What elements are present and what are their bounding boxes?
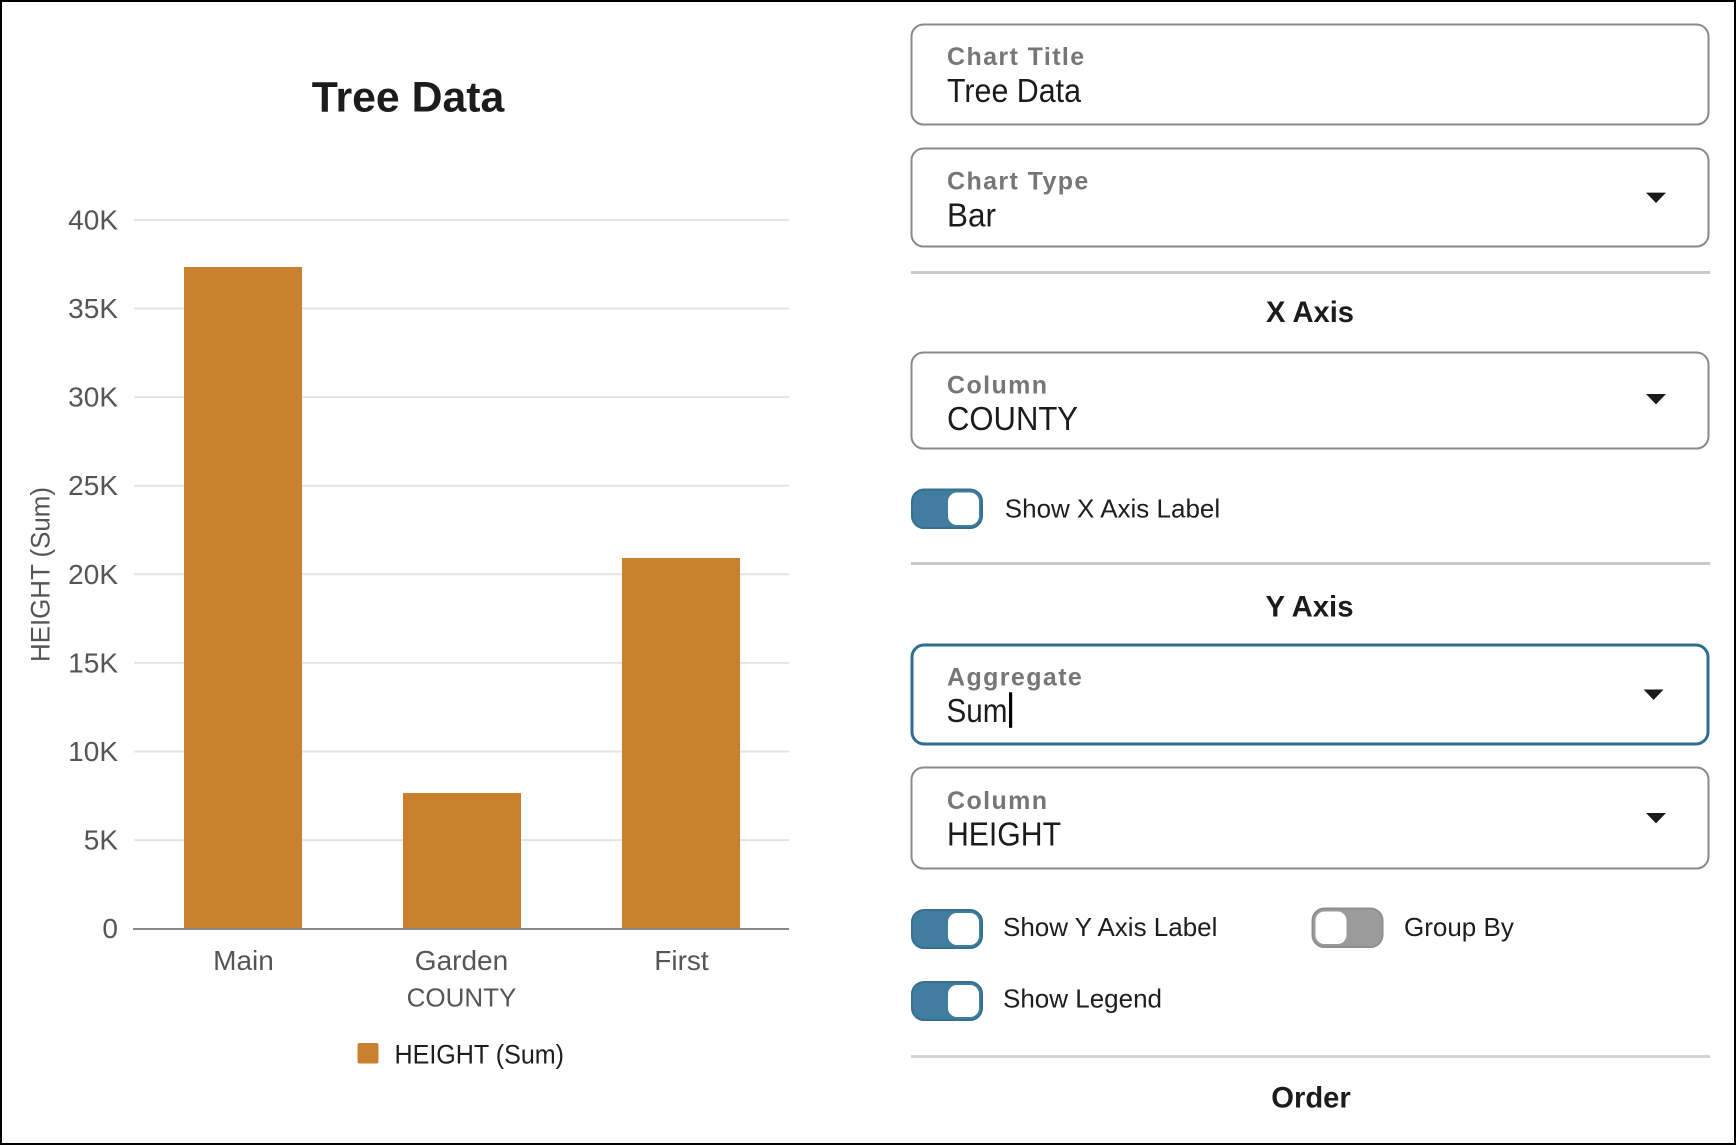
svg-text:Y Axis: Y Axis bbox=[1266, 590, 1354, 623]
svg-text:Show X Axis Label: Show X Axis Label bbox=[1005, 493, 1220, 523]
svg-text:HEIGHT: HEIGHT bbox=[947, 816, 1061, 853]
svg-text:25K: 25K bbox=[68, 470, 118, 501]
svg-text:Main: Main bbox=[213, 945, 274, 976]
svg-text:0: 0 bbox=[102, 913, 118, 944]
svg-text:Sum: Sum bbox=[947, 692, 1008, 729]
svg-text:Show Legend: Show Legend bbox=[1003, 984, 1162, 1014]
svg-text:Column: Column bbox=[947, 787, 1048, 815]
svg-text:Chart Title: Chart Title bbox=[947, 43, 1086, 71]
svg-text:Bar: Bar bbox=[947, 197, 996, 234]
svg-text:Tree Data: Tree Data bbox=[312, 74, 506, 122]
svg-text:Show Y Axis Label: Show Y Axis Label bbox=[1003, 912, 1217, 942]
svg-text:Garden: Garden bbox=[415, 945, 508, 976]
svg-text:40K: 40K bbox=[68, 204, 118, 235]
svg-text:Tree Data: Tree Data bbox=[947, 72, 1082, 109]
svg-text:COUNTY: COUNTY bbox=[407, 983, 517, 1013]
svg-text:COUNTY: COUNTY bbox=[947, 400, 1078, 437]
svg-text:Order: Order bbox=[1271, 1081, 1351, 1114]
svg-text:HEIGHT (Sum): HEIGHT (Sum) bbox=[26, 487, 56, 662]
svg-text:35K: 35K bbox=[68, 293, 118, 324]
svg-text:Column: Column bbox=[947, 372, 1048, 400]
svg-text:30K: 30K bbox=[68, 382, 118, 413]
svg-text:15K: 15K bbox=[68, 647, 118, 678]
svg-text:HEIGHT (Sum): HEIGHT (Sum) bbox=[395, 1040, 565, 1070]
svg-text:5K: 5K bbox=[84, 825, 119, 856]
svg-text:Group By: Group By bbox=[1404, 912, 1514, 942]
svg-text:10K: 10K bbox=[68, 736, 118, 767]
svg-text:20K: 20K bbox=[68, 559, 118, 590]
svg-text:Chart Type: Chart Type bbox=[947, 168, 1090, 196]
svg-text:X Axis: X Axis bbox=[1266, 296, 1354, 329]
svg-text:Aggregate: Aggregate bbox=[947, 664, 1083, 692]
svg-text:First: First bbox=[654, 945, 709, 976]
